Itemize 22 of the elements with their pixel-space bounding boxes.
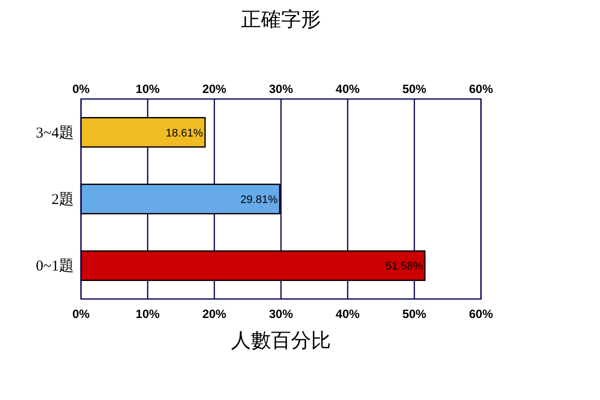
x-tick-label: 60% — [468, 307, 494, 321]
x-tick-label: 20% — [202, 307, 226, 321]
y-tick-label: 3~4題 — [36, 125, 74, 142]
x2-tick-label: 30% — [268, 82, 294, 96]
x-tick-label: 40% — [336, 307, 360, 321]
x2-tick-label: 40% — [336, 82, 360, 96]
data-label: 18.61% — [166, 127, 204, 140]
x2-tick-label: 60% — [468, 82, 494, 96]
data-label: 51.58% — [386, 260, 423, 273]
x-tick-label: 50% — [402, 307, 426, 321]
y-tick-label: 2題 — [52, 192, 74, 208]
x-tick-label: 10% — [136, 307, 160, 321]
x2-tick-label: 50% — [402, 82, 426, 96]
x2-tick-label: 20% — [202, 82, 226, 96]
data-label: 29.81% — [240, 194, 278, 206]
y-tick-label: 0~1題 — [36, 258, 74, 275]
x2-tick-label: 0% — [72, 82, 90, 96]
x-tick-label: 0% — [72, 307, 90, 321]
x-axis-title: 人數百分比 — [231, 330, 331, 352]
chart-title: 正確字形 — [241, 9, 321, 31]
x2-tick-label: 10% — [136, 82, 160, 96]
x-tick-label: 30% — [268, 307, 294, 321]
